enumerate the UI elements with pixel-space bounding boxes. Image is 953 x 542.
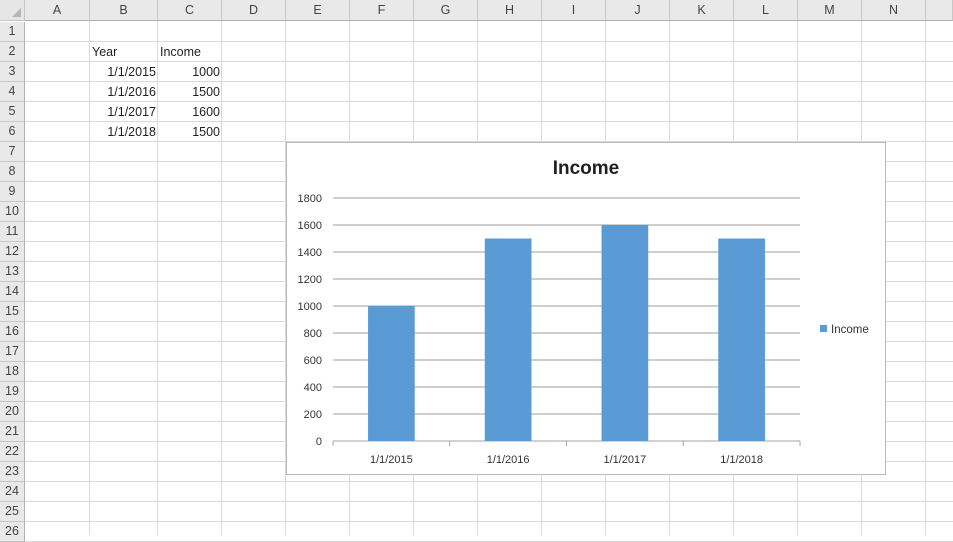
cell-c6-income[interactable]: 1500 [192, 125, 220, 139]
row-header-13[interactable]: 13 [0, 262, 25, 282]
cell-c5-income[interactable]: 1600 [192, 105, 220, 119]
y-tick-label: 1800 [298, 193, 322, 205]
x-tick-label: 1/1/2015 [370, 454, 413, 466]
row-header-5[interactable]: 5 [0, 102, 25, 122]
row-header-20[interactable]: 20 [0, 402, 25, 422]
cell-c4-income[interactable]: 1500 [192, 85, 220, 99]
bar-1-1-2018[interactable] [718, 238, 765, 442]
row-header-2[interactable]: 2 [0, 42, 25, 62]
cell-c2-income-header[interactable]: Income [160, 45, 201, 59]
y-tick-label: 1600 [298, 220, 322, 232]
row-header-4[interactable]: 4 [0, 82, 25, 102]
y-tick-label: 0 [316, 436, 322, 448]
row-header-18[interactable]: 18 [0, 362, 25, 382]
gridline-horizontal [25, 81, 953, 82]
row-header-3[interactable]: 3 [0, 62, 25, 82]
gridline-vertical [285, 21, 286, 535]
column-header-l[interactable]: L [734, 0, 798, 21]
row-header-14[interactable]: 14 [0, 282, 25, 302]
column-header-n[interactable]: N [862, 0, 926, 21]
column-header-h[interactable]: H [478, 0, 542, 21]
chart-legend[interactable]: Income [820, 324, 869, 336]
cell-b5-year[interactable]: 1/1/2017 [107, 105, 156, 119]
chart-title[interactable]: Income [553, 158, 620, 179]
row-header-24[interactable]: 24 [0, 482, 25, 502]
cell-c3-income[interactable]: 1000 [192, 65, 220, 79]
gridline-horizontal [25, 481, 953, 482]
column-header-e[interactable]: E [286, 0, 350, 21]
column-header-d[interactable]: D [222, 0, 286, 21]
row-header-23[interactable]: 23 [0, 462, 25, 482]
column-header-f[interactable]: F [350, 0, 414, 21]
gridline-horizontal [25, 121, 953, 122]
row-header-7[interactable]: 7 [0, 142, 25, 162]
bar-1-1-2016[interactable] [484, 238, 532, 442]
row-header-21[interactable]: 21 [0, 422, 25, 442]
cell-b4-year[interactable]: 1/1/2016 [107, 85, 156, 99]
y-tick-label: 600 [304, 355, 322, 367]
column-header-c[interactable]: C [158, 0, 222, 21]
y-tick-label: 200 [304, 409, 322, 421]
row-header-8[interactable]: 8 [0, 162, 25, 182]
y-tick-label: 800 [304, 328, 322, 340]
x-axis[interactable]: 1/1/2015 1/1/2016 1/1/2017 1/1/2018 [332, 441, 801, 466]
select-all-corner[interactable] [0, 0, 25, 21]
row-header-1[interactable]: 1 [0, 22, 25, 42]
bar-1-1-2017[interactable] [601, 225, 649, 441]
gridline-horizontal [25, 501, 953, 502]
gridline-vertical [925, 21, 926, 535]
row-header-22[interactable]: 22 [0, 442, 25, 462]
column-header-k[interactable]: K [670, 0, 734, 21]
y-tick-label: 1200 [298, 274, 322, 286]
column-header-g[interactable]: G [414, 0, 478, 21]
row-header-6[interactable]: 6 [0, 122, 25, 142]
row-header-26[interactable]: 26 [0, 522, 25, 542]
column-header-a[interactable]: A [25, 0, 90, 21]
chart-canvas: Income 0 200 400 600 800 1000 1200 1400 1600 1800… [298, 158, 869, 466]
y-tick-label: 1400 [298, 247, 322, 259]
x-tick-label: 1/1/2017 [603, 454, 646, 466]
gridline-horizontal [25, 41, 953, 42]
column-header-j[interactable]: J [606, 0, 670, 21]
legend-swatch-income [820, 325, 827, 332]
x-tick-label: 1/1/2018 [720, 454, 763, 466]
legend-label-income: Income [831, 324, 869, 336]
gridline-vertical [221, 21, 222, 535]
y-tick-label: 400 [304, 382, 322, 394]
row-header-12[interactable]: 12 [0, 242, 25, 262]
row-header-9[interactable]: 9 [0, 182, 25, 202]
row-header-11[interactable]: 11 [0, 222, 25, 242]
cell-b2-year-header[interactable]: Year [92, 45, 118, 59]
gridline-vertical [89, 21, 90, 535]
row-header-16[interactable]: 16 [0, 322, 25, 342]
gridline-horizontal [25, 521, 953, 522]
bar-1-1-2015[interactable] [368, 306, 415, 441]
cell-b3-year[interactable]: 1/1/2015 [107, 65, 156, 79]
column-header-b[interactable]: B [90, 0, 158, 21]
gridline-horizontal [25, 141, 953, 142]
y-tick-label: 1000 [298, 301, 322, 313]
x-tick-label: 1/1/2016 [487, 454, 530, 466]
row-header-19[interactable]: 19 [0, 382, 25, 402]
gridline-horizontal [25, 101, 953, 102]
chart-plot-area[interactable] [368, 225, 765, 441]
select-all-triangle-icon [12, 8, 21, 17]
gridline-vertical [157, 21, 158, 535]
gridline-horizontal [25, 61, 953, 62]
y-axis[interactable]: 0 200 400 600 800 1000 1200 1400 1600 1800 [298, 193, 322, 448]
column-header-i[interactable]: I [542, 0, 606, 21]
cell-b6-year[interactable]: 1/1/2018 [107, 125, 156, 139]
column-header-m[interactable]: M [798, 0, 862, 21]
row-header-17[interactable]: 17 [0, 342, 25, 362]
income-bar-chart[interactable]: Income 0 200 400 600 800 1000 1200 1400 1600 1800… [286, 142, 886, 475]
row-header-10[interactable]: 10 [0, 202, 25, 222]
column-header-overflow[interactable] [926, 0, 953, 21]
row-header-25[interactable]: 25 [0, 502, 25, 522]
row-header-15[interactable]: 15 [0, 302, 25, 322]
